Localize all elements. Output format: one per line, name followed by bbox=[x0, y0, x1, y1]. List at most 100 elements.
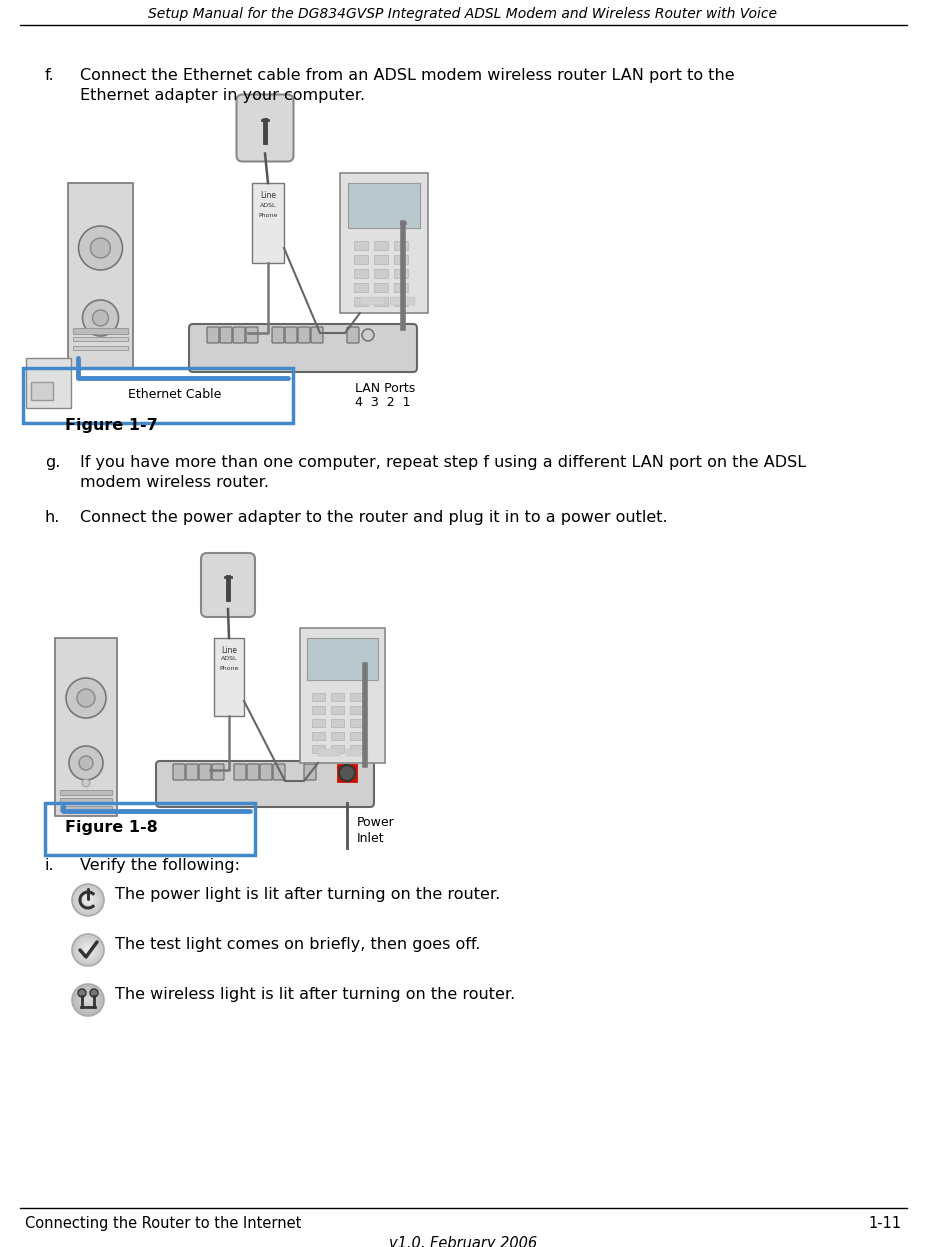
Bar bbox=[374, 283, 388, 292]
Circle shape bbox=[76, 938, 100, 961]
Text: Setup Manual for the DG834GVSP Integrated ADSL Modem and Wireless Router with Vo: Setup Manual for the DG834GVSP Integrate… bbox=[148, 7, 778, 21]
Text: g.: g. bbox=[45, 455, 60, 470]
FancyBboxPatch shape bbox=[298, 327, 310, 343]
Bar bbox=[338, 764, 356, 781]
Circle shape bbox=[74, 936, 102, 964]
Circle shape bbox=[76, 988, 100, 1013]
Bar bbox=[348, 183, 420, 228]
Circle shape bbox=[79, 892, 97, 909]
Bar bbox=[394, 254, 408, 264]
Text: Ethernet Cable: Ethernet Cable bbox=[128, 388, 222, 402]
Bar bbox=[374, 297, 388, 306]
Circle shape bbox=[93, 311, 108, 325]
FancyBboxPatch shape bbox=[272, 327, 284, 343]
Circle shape bbox=[339, 764, 355, 781]
Circle shape bbox=[82, 894, 94, 907]
FancyBboxPatch shape bbox=[201, 552, 255, 617]
FancyBboxPatch shape bbox=[273, 764, 285, 781]
Circle shape bbox=[84, 946, 92, 954]
Circle shape bbox=[73, 885, 103, 915]
Circle shape bbox=[86, 948, 90, 951]
Circle shape bbox=[83, 301, 119, 335]
Circle shape bbox=[91, 238, 110, 258]
Circle shape bbox=[81, 993, 95, 1008]
Bar bbox=[331, 706, 344, 715]
Bar bbox=[73, 345, 128, 350]
Bar bbox=[23, 368, 293, 423]
FancyBboxPatch shape bbox=[234, 764, 246, 781]
Circle shape bbox=[78, 890, 98, 910]
Circle shape bbox=[86, 998, 90, 1003]
Circle shape bbox=[85, 998, 91, 1003]
Circle shape bbox=[83, 895, 93, 905]
Bar bbox=[374, 241, 388, 249]
Circle shape bbox=[86, 898, 90, 902]
Circle shape bbox=[79, 756, 93, 769]
Bar bbox=[312, 732, 325, 739]
Bar bbox=[350, 720, 363, 727]
Text: 1-11: 1-11 bbox=[869, 1216, 902, 1231]
Circle shape bbox=[73, 985, 103, 1015]
Bar bbox=[354, 254, 368, 264]
Circle shape bbox=[85, 897, 91, 903]
Bar bbox=[390, 297, 415, 306]
Circle shape bbox=[78, 940, 98, 960]
Circle shape bbox=[75, 936, 101, 963]
FancyBboxPatch shape bbox=[236, 95, 294, 162]
Bar bbox=[340, 173, 428, 313]
Text: The test light comes on briefly, then goes off.: The test light comes on briefly, then go… bbox=[115, 936, 480, 951]
Bar bbox=[331, 732, 344, 739]
Circle shape bbox=[72, 934, 104, 966]
Circle shape bbox=[87, 999, 89, 1001]
Text: v1.0, February 2006: v1.0, February 2006 bbox=[389, 1236, 537, 1247]
Circle shape bbox=[74, 986, 102, 1014]
Circle shape bbox=[85, 946, 91, 953]
Bar bbox=[354, 283, 368, 292]
Text: The power light is lit after turning on the router.: The power light is lit after turning on … bbox=[115, 887, 501, 902]
Text: ADSL: ADSL bbox=[260, 203, 276, 208]
Bar bbox=[394, 241, 408, 249]
Bar bbox=[394, 297, 408, 306]
Text: Line: Line bbox=[221, 646, 237, 655]
Circle shape bbox=[66, 678, 106, 718]
Circle shape bbox=[78, 990, 98, 1010]
Bar bbox=[394, 269, 408, 278]
Bar bbox=[374, 269, 388, 278]
Bar bbox=[300, 628, 385, 763]
FancyBboxPatch shape bbox=[233, 327, 245, 343]
FancyBboxPatch shape bbox=[212, 764, 224, 781]
Circle shape bbox=[81, 943, 95, 956]
Circle shape bbox=[73, 935, 103, 965]
Bar bbox=[331, 744, 344, 753]
Circle shape bbox=[74, 887, 102, 914]
FancyBboxPatch shape bbox=[186, 764, 198, 781]
Circle shape bbox=[84, 897, 92, 904]
Bar bbox=[60, 791, 112, 796]
Circle shape bbox=[77, 889, 99, 912]
FancyBboxPatch shape bbox=[285, 327, 297, 343]
Text: Verify the following:: Verify the following: bbox=[80, 858, 240, 873]
Circle shape bbox=[90, 989, 98, 998]
Text: Phone: Phone bbox=[220, 666, 238, 671]
Bar bbox=[312, 744, 325, 753]
FancyBboxPatch shape bbox=[260, 764, 272, 781]
Circle shape bbox=[79, 941, 97, 959]
FancyBboxPatch shape bbox=[347, 327, 359, 343]
Text: Phone: Phone bbox=[259, 213, 278, 218]
Circle shape bbox=[87, 949, 89, 951]
Text: If you have more than one computer, repeat step f using a different LAN port on : If you have more than one computer, repe… bbox=[80, 455, 806, 490]
Bar bbox=[354, 269, 368, 278]
Bar bbox=[73, 328, 128, 334]
Bar bbox=[312, 706, 325, 715]
Circle shape bbox=[82, 779, 90, 787]
Text: Line: Line bbox=[260, 191, 276, 200]
FancyBboxPatch shape bbox=[311, 327, 323, 343]
Circle shape bbox=[82, 994, 94, 1006]
Circle shape bbox=[75, 986, 101, 1013]
Text: LAN Ports: LAN Ports bbox=[355, 382, 415, 395]
Bar bbox=[350, 744, 363, 753]
Circle shape bbox=[77, 939, 99, 961]
Circle shape bbox=[81, 893, 95, 907]
Text: Connect the power adapter to the router and plug it in to a power outlet.: Connect the power adapter to the router … bbox=[80, 510, 667, 525]
Text: i.: i. bbox=[45, 858, 55, 873]
